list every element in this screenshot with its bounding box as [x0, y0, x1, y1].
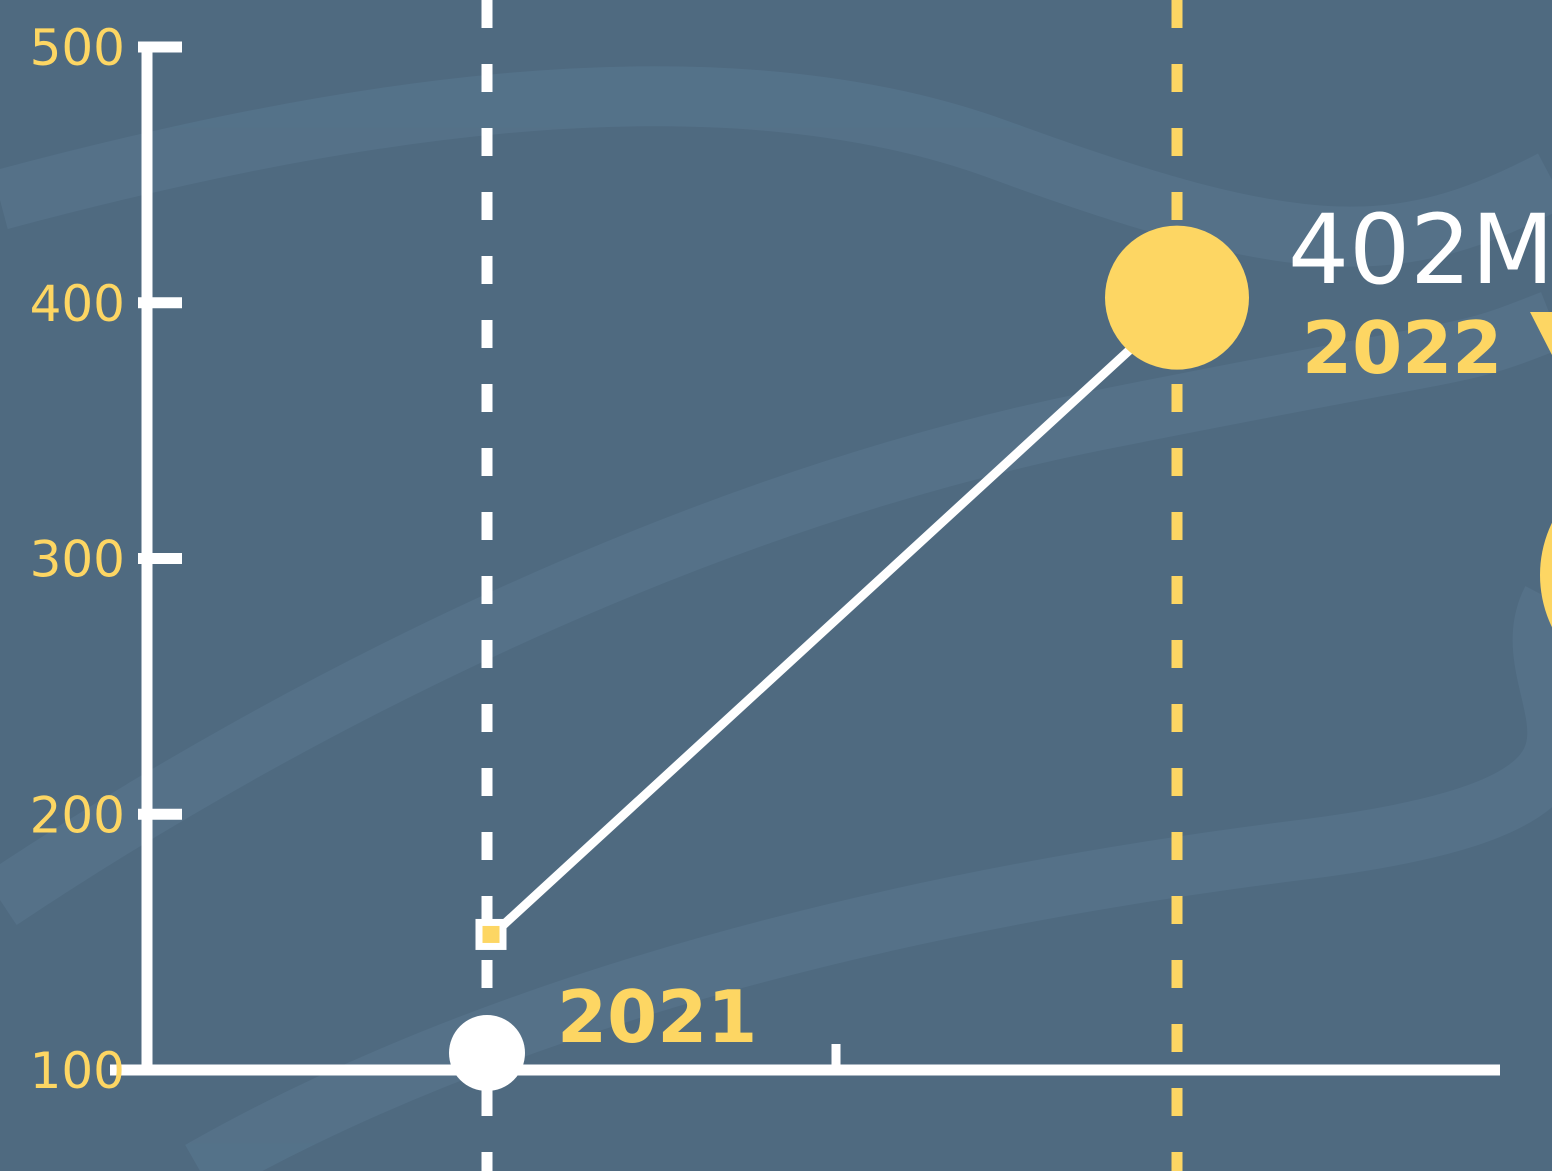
y-tick-label-300: 300 — [30, 531, 125, 589]
y-axis-ticks: 500 400 300 200 100 — [30, 19, 182, 1100]
series-line — [489, 312, 1171, 938]
y-tick-label-200: 200 — [30, 786, 125, 844]
category-label-2021: 2021 — [557, 975, 757, 1059]
x-marker-2021 — [449, 1015, 525, 1091]
data-point-2022 — [1105, 225, 1249, 370]
edge-circle-marker — [1540, 522, 1552, 628]
y-tick-label-500: 500 — [30, 19, 125, 77]
y-tick-label-100: 100 — [30, 1042, 125, 1100]
data-point-2021 — [475, 918, 507, 950]
y-tick-label-400: 400 — [30, 275, 125, 333]
value-label: 402M — [1288, 194, 1552, 306]
category-label-2022: 2022 — [1302, 306, 1502, 390]
edge-triangle-marker — [1530, 312, 1552, 355]
